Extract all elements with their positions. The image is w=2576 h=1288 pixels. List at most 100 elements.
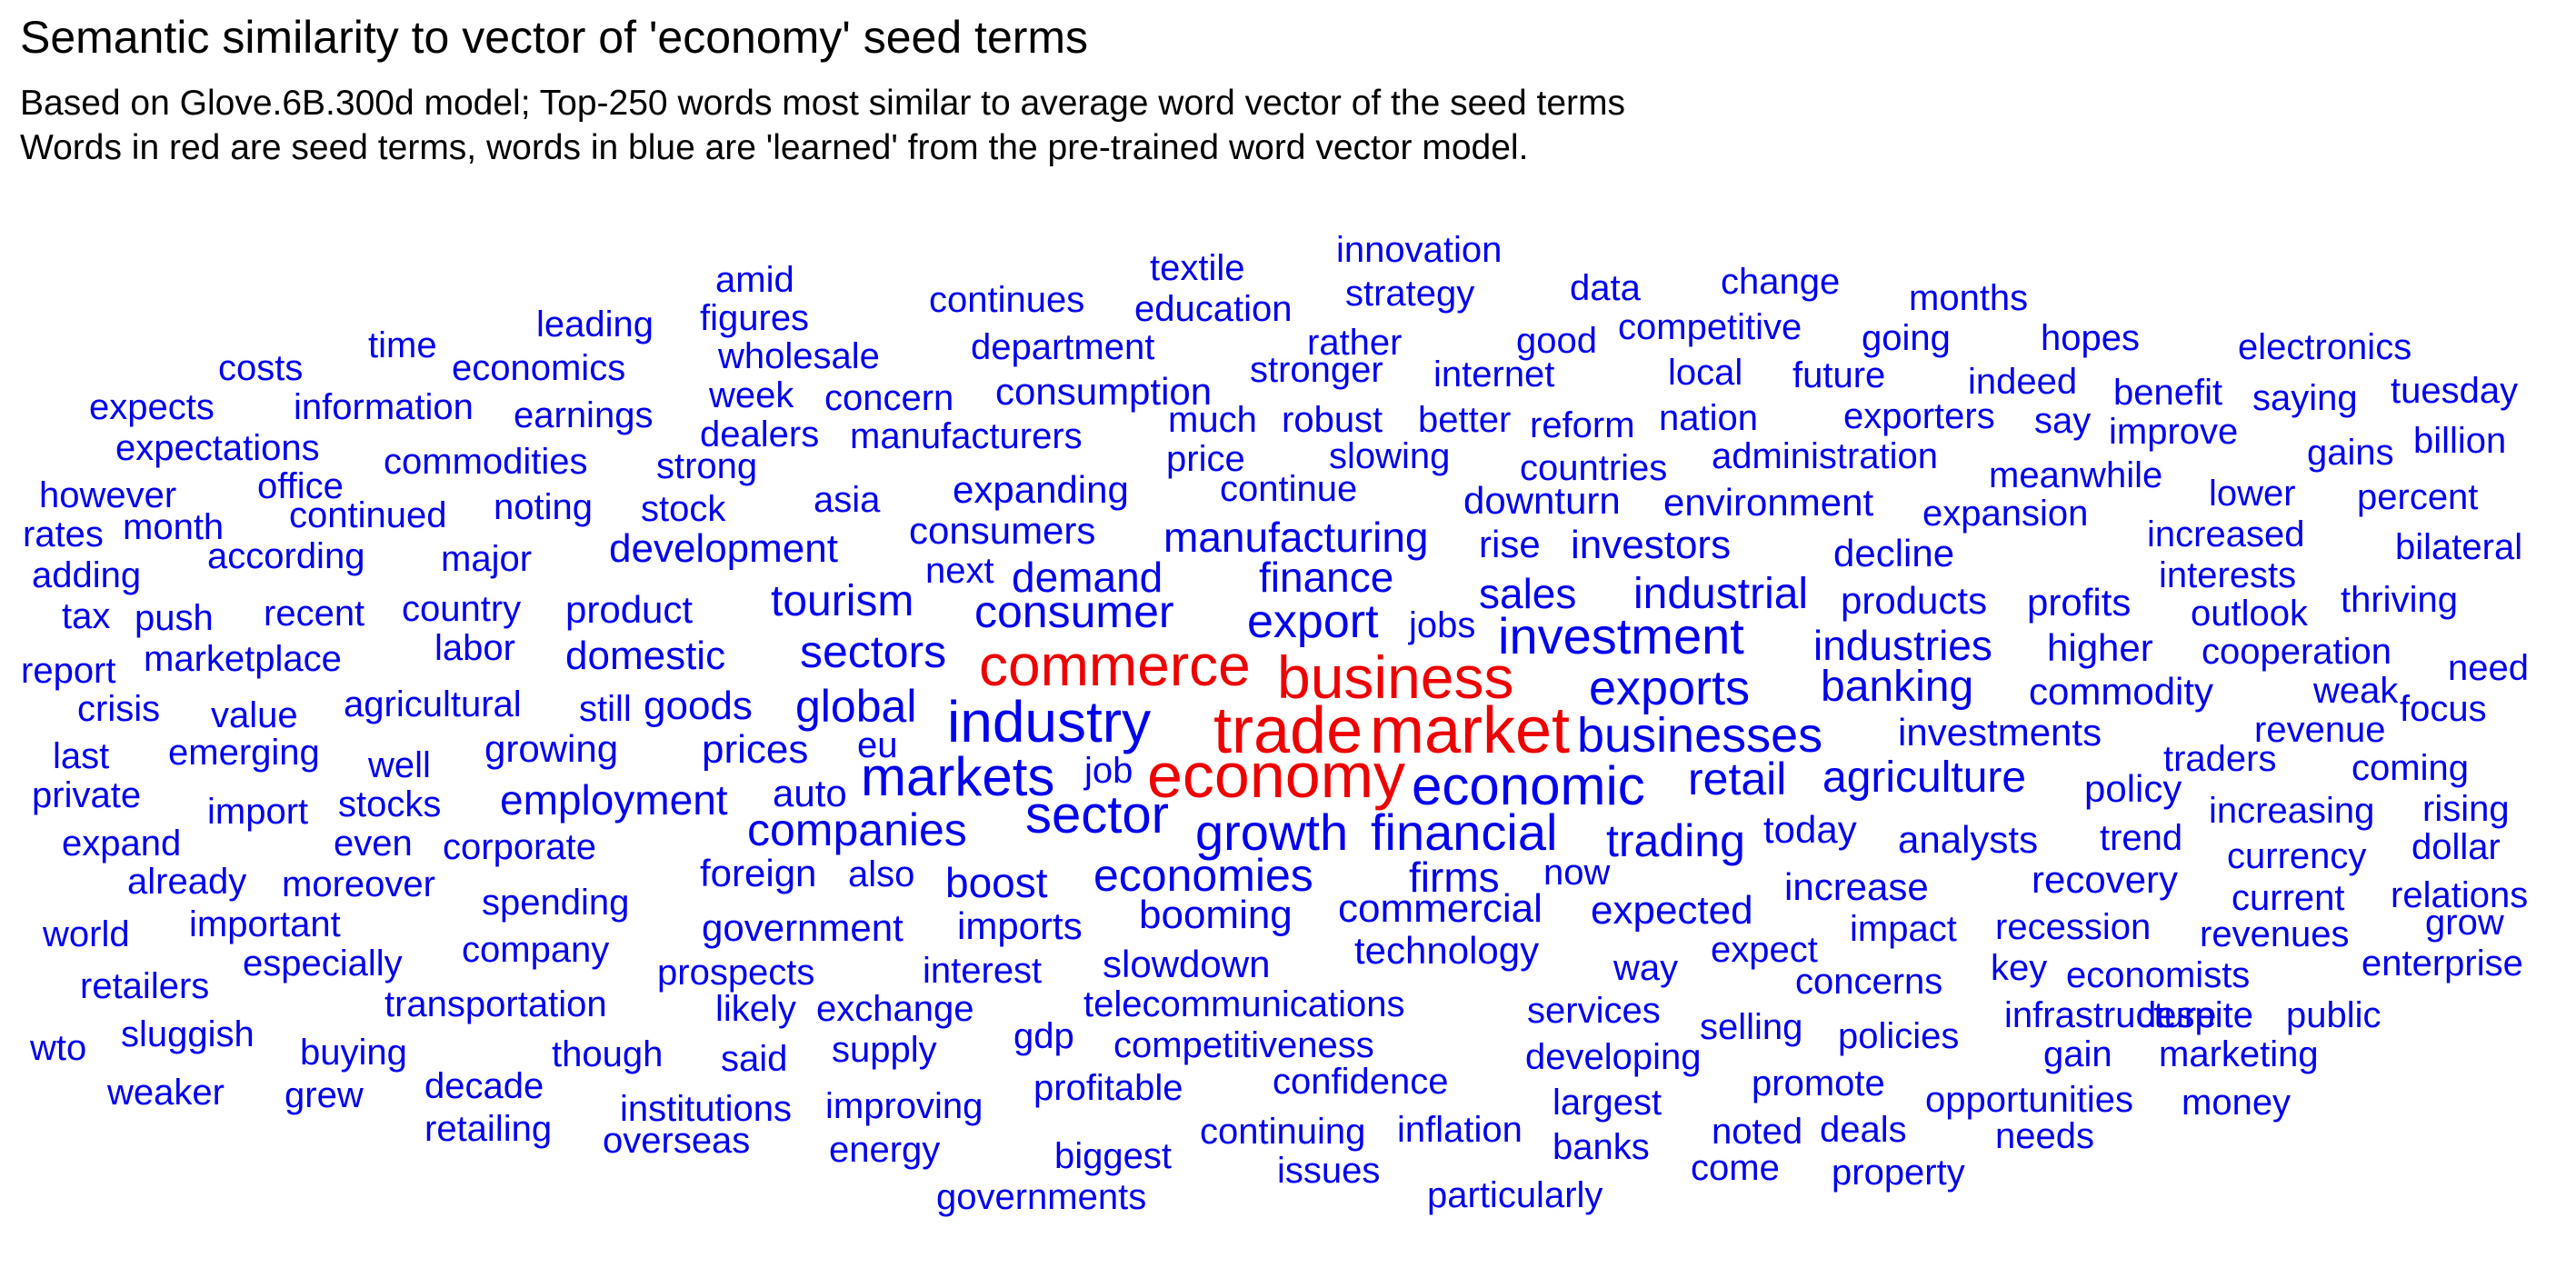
learned-word-indeed: indeed: [1968, 362, 2078, 402]
learned-word-interests: interests: [2159, 555, 2297, 595]
learned-word-issues: issues: [1277, 1151, 1381, 1191]
learned-word-going: going: [1862, 318, 1951, 358]
learned-word-manufacturing: manufacturing: [1163, 514, 1429, 561]
learned-word-meanwhile: meanwhile: [1989, 455, 2163, 495]
learned-word-improve: improve: [2109, 412, 2239, 452]
seed-word-trade: trade: [1213, 694, 1363, 767]
learned-word-outlook: outlook: [2191, 594, 2308, 634]
learned-word-despite: despite: [2136, 995, 2253, 1035]
learned-word-costs: costs: [218, 348, 304, 388]
learned-word-continues: continues: [929, 280, 1085, 320]
learned-word-product: product: [565, 588, 694, 631]
learned-word-decline: decline: [1833, 532, 1955, 574]
learned-word-sector: sector: [1025, 785, 1169, 844]
learned-word-expand: expand: [62, 824, 182, 864]
chart-title: Semantic similarity to vector of 'econom…: [20, 12, 1089, 63]
learned-word-booming: booming: [1139, 893, 1293, 937]
learned-word-increased: increased: [2147, 514, 2305, 554]
learned-word-auto: auto: [773, 772, 847, 814]
learned-word-economics: economics: [452, 348, 626, 388]
learned-word-retailers: retailers: [80, 966, 210, 1006]
learned-word-corporate: corporate: [443, 827, 596, 867]
learned-word-agricultural: agricultural: [344, 684, 522, 724]
learned-word-retail: retail: [1688, 754, 1787, 804]
learned-word-public: public: [2286, 995, 2381, 1035]
learned-word-robust: robust: [1282, 400, 1383, 440]
learned-word-reform: reform: [1530, 405, 1635, 445]
learned-word-department: department: [971, 327, 1155, 367]
learned-word-prices: prices: [702, 727, 809, 772]
learned-word-competitiveness: competitiveness: [1113, 1025, 1374, 1065]
learned-word-dollar: dollar: [2411, 827, 2501, 867]
learned-word-even: even: [334, 824, 413, 864]
learned-word-increasing: increasing: [2209, 791, 2375, 831]
learned-word-employment: employment: [500, 776, 728, 824]
learned-word-demand: demand: [1012, 554, 1163, 601]
learned-word-expanding: expanding: [953, 468, 1129, 511]
learned-word-likely: likely: [715, 989, 796, 1029]
learned-word-time: time: [368, 325, 437, 365]
learned-word-sales: sales: [1479, 570, 1577, 617]
learned-word-come: come: [1691, 1148, 1780, 1188]
learned-word-weak: weak: [2313, 671, 2399, 711]
learned-word-eu: eu: [857, 725, 898, 765]
learned-word-banks: banks: [1553, 1127, 1650, 1167]
learned-word-report: report: [21, 651, 116, 691]
learned-word-trend: trend: [2100, 818, 2183, 858]
learned-word-global: global: [795, 681, 917, 732]
learned-word-way: way: [1613, 948, 1679, 988]
learned-word-focus: focus: [2400, 689, 2487, 729]
learned-word-marketing: marketing: [2159, 1034, 2319, 1074]
learned-word-future: future: [1792, 355, 1886, 395]
learned-word-sluggish: sluggish: [121, 1014, 255, 1054]
learned-word-tourism: tourism: [771, 577, 914, 625]
learned-word-concern: concern: [824, 378, 954, 418]
learned-word-investments: investments: [1898, 711, 2102, 754]
learned-word-figures: figures: [700, 298, 810, 338]
learned-word-coming: coming: [2351, 748, 2469, 788]
learned-word-consumers: consumers: [909, 509, 1096, 552]
learned-word-concerns: concerns: [1795, 962, 1943, 1002]
learned-word-developing: developing: [1525, 1037, 1702, 1077]
learned-word-telecommunications: telecommunications: [1083, 984, 1405, 1024]
learned-word-governments: governments: [936, 1177, 1147, 1217]
learned-word-job: job: [1084, 751, 1133, 791]
learned-word-continue: continue: [1220, 469, 1358, 509]
learned-word-countries: countries: [1520, 448, 1668, 488]
learned-word-domestic: domestic: [565, 634, 726, 678]
chart-subtitle-line-2: Words in red are seed terms, words in bl…: [20, 128, 1529, 167]
learned-word-dealers: dealers: [700, 414, 820, 454]
learned-word-import: import: [207, 792, 309, 832]
learned-word-grow: grow: [2425, 903, 2504, 943]
learned-word-stronger: stronger: [1250, 350, 1383, 390]
learned-word-expected: expected: [1591, 888, 1753, 933]
learned-word-markets: markets: [861, 746, 1055, 807]
learned-word-currency: currency: [2227, 836, 2367, 876]
learned-word-services: services: [1527, 991, 1661, 1031]
learned-word-imports: imports: [957, 904, 1083, 947]
learned-word-boost: boost: [945, 859, 1048, 906]
learned-word-though: though: [552, 1034, 664, 1074]
learned-word-already: already: [127, 862, 247, 902]
learned-word-retailing: retailing: [424, 1109, 553, 1149]
learned-word-overseas: overseas: [603, 1121, 751, 1161]
learned-word-foreign: foreign: [700, 852, 817, 894]
learned-word-rising: rising: [2422, 789, 2510, 829]
learned-word-gdp: gdp: [1013, 1016, 1074, 1056]
learned-word-consumer: consumer: [974, 586, 1174, 637]
learned-word-institutions: institutions: [620, 1089, 792, 1129]
learned-word-say: say: [2034, 401, 2092, 441]
learned-word-biggest: biggest: [1054, 1136, 1172, 1176]
learned-word-according: according: [207, 536, 365, 576]
learned-word-recent: recent: [264, 594, 365, 634]
learned-word-spending: spending: [482, 883, 630, 923]
learned-word-confidence: confidence: [1273, 1062, 1449, 1102]
learned-word-growing: growing: [484, 727, 619, 770]
learned-word-competitive: competitive: [1618, 307, 1802, 347]
learned-word-largest: largest: [1553, 1083, 1662, 1123]
learned-word-good: good: [1516, 321, 1597, 361]
learned-word-particularly: particularly: [1427, 1175, 1603, 1215]
learned-word-development: development: [609, 526, 838, 571]
learned-word-exchange: exchange: [816, 989, 974, 1029]
learned-word-strategy: strategy: [1345, 274, 1475, 314]
